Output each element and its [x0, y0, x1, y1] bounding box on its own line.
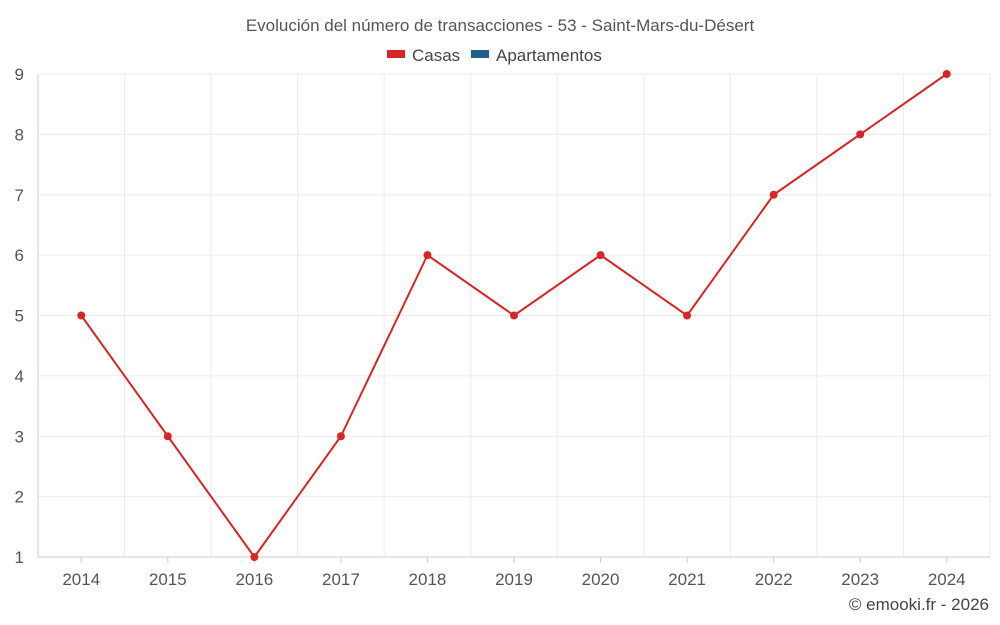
legend-item-apartamentos[interactable]: Apartamentos: [471, 46, 602, 65]
data-point[interactable]: [163, 432, 172, 441]
data-point[interactable]: [769, 190, 778, 199]
y-tick-label: 1: [15, 548, 24, 567]
legend-swatch-casas: [387, 50, 405, 58]
x-tick-label: 2022: [755, 570, 793, 589]
legend-label-apartamentos: Apartamentos: [496, 46, 602, 65]
data-point[interactable]: [942, 70, 951, 78]
y-tick-label: 6: [15, 246, 24, 265]
data-point[interactable]: [77, 311, 86, 320]
x-tick-label: 2024: [928, 570, 966, 589]
x-tick-label: 2019: [495, 570, 533, 589]
legend: Casas Apartamentos: [387, 46, 602, 65]
x-tick-label: 2017: [322, 570, 360, 589]
x-tick-label: 2016: [235, 570, 273, 589]
legend-label-casas: Casas: [412, 46, 460, 65]
data-point[interactable]: [250, 553, 259, 561]
gridlines: [37, 73, 991, 557]
y-axis-ticks: 1 2 3 4 5 6 7 8 9: [15, 65, 24, 567]
x-tick-label: 2015: [149, 570, 187, 589]
data-point[interactable]: [423, 251, 432, 260]
series-layer: [77, 70, 951, 561]
y-tick-label: 8: [15, 125, 24, 144]
data-point[interactable]: [336, 432, 345, 441]
credit-text: © emooki.fr - 2026: [849, 595, 989, 614]
x-tick-label: 2021: [668, 570, 706, 589]
y-tick-label: 5: [15, 307, 24, 326]
x-tick-label: 2018: [409, 570, 447, 589]
chart-title: Evolución del número de transacciones - …: [246, 16, 755, 35]
y-tick-label: 2: [15, 488, 24, 507]
x-tick-label: 2020: [582, 570, 620, 589]
data-point[interactable]: [683, 311, 692, 320]
data-point[interactable]: [596, 251, 605, 260]
x-axis-ticks: 2014 2015 2016 2017 2018 2019 2020 2021 2022 2023…: [62, 557, 966, 589]
x-tick-label: 2014: [62, 570, 100, 589]
y-tick-label: 3: [15, 427, 24, 446]
x-tick-label: 2023: [841, 570, 879, 589]
data-point[interactable]: [856, 130, 865, 139]
legend-swatch-apartamentos: [471, 50, 489, 58]
y-tick-label: 9: [15, 65, 24, 84]
legend-item-casas[interactable]: Casas: [387, 46, 460, 65]
y-tick-label: 7: [15, 186, 24, 205]
y-tick-label: 4: [15, 367, 24, 386]
data-point[interactable]: [510, 311, 518, 320]
